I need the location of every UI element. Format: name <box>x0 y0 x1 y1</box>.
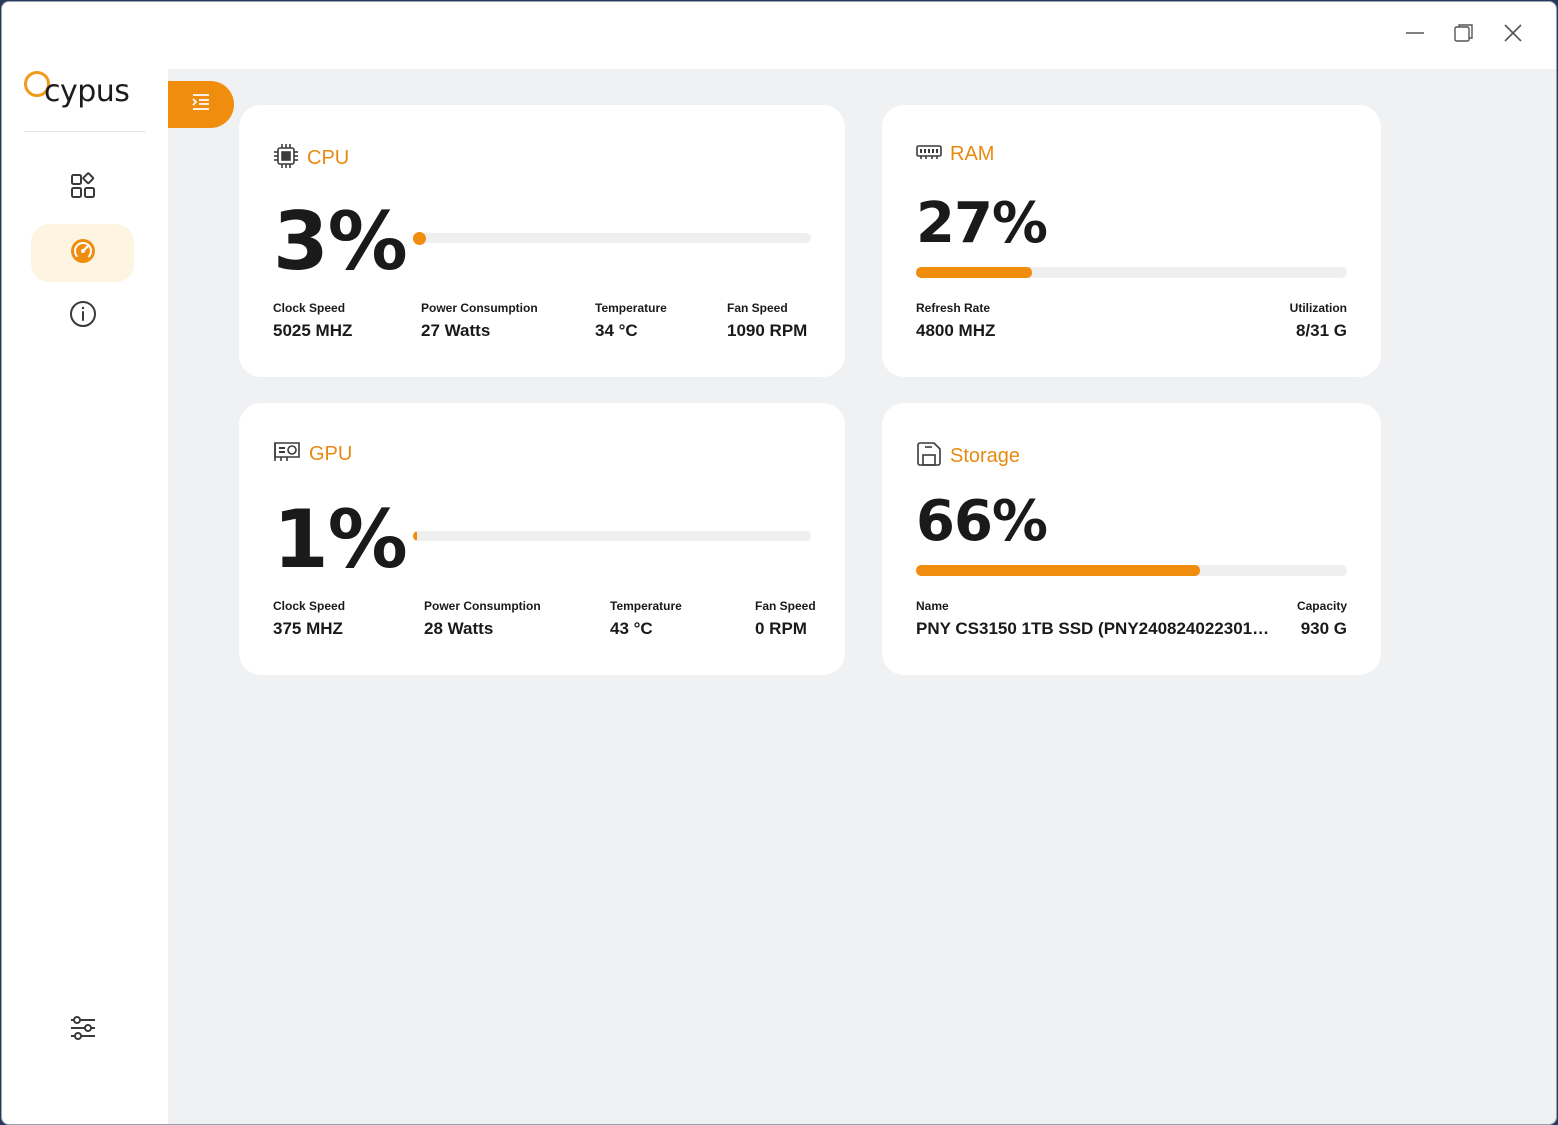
menu-indent-icon <box>191 93 211 116</box>
logo-ring-icon <box>24 71 50 97</box>
stat-label: Temperature <box>610 599 682 613</box>
stat-value: 34 °C <box>595 321 638 340</box>
ram-usage-fill <box>916 267 1033 278</box>
minimize-button[interactable] <box>1400 20 1430 50</box>
storage-stat-capacity: Capacity 930 G <box>1297 599 1347 639</box>
logo-text: cypus <box>44 73 130 109</box>
storage-icon <box>916 441 942 472</box>
stat-value: PNY CS3150 1TB SSD (PNY2408240223010... <box>916 619 1272 638</box>
storage-card-header: Storage <box>916 441 1020 472</box>
ram-usage-bar <box>916 267 1347 278</box>
stat-label: Fan Speed <box>755 599 816 613</box>
restore-button[interactable] <box>1449 20 1479 50</box>
cpu-percent: 3% <box>273 195 408 288</box>
gpu-stat-fan: Fan Speed 0 RPM <box>755 599 816 639</box>
stat-label: Fan Speed <box>727 301 788 315</box>
stat-value: 43 °C <box>610 619 653 638</box>
stat-label: Capacity <box>1296 599 1347 613</box>
sidebar: cypus <box>2 2 168 1124</box>
chip-icon <box>273 143 299 174</box>
stat-label: Clock Speed <box>273 599 346 613</box>
ram-title: RAM <box>950 143 995 165</box>
ram-stat-refresh: Refresh Rate 4800 MHZ <box>916 301 995 341</box>
gpu-usage-fill <box>413 531 417 541</box>
stat-value: 8/31 G <box>1295 321 1347 340</box>
gpu-percent: 1% <box>273 493 408 586</box>
gpu-usage-bar <box>413 531 811 541</box>
cpu-stat-temperature: Temperature 34 °C <box>595 301 667 341</box>
nav-info[interactable] <box>31 287 134 345</box>
app-logo: cypus <box>24 68 130 109</box>
gpu-card-header: GPU <box>273 441 352 468</box>
cpu-stat-power: Power Consumption 27 Watts <box>421 301 538 341</box>
gpu-icon <box>273 441 301 468</box>
stat-label: Refresh Rate <box>916 301 991 315</box>
stat-value: 375 MHZ <box>273 619 343 638</box>
storage-title: Storage <box>950 445 1021 467</box>
gpu-card: GPU 1% Clock Speed 375 MHZ Power Consump… <box>239 403 845 675</box>
stat-label: Temperature <box>595 301 667 315</box>
minimize-icon <box>1404 22 1426 49</box>
cpu-stat-clock: Clock Speed 5025 MHZ <box>273 301 352 341</box>
storage-card: Storage 66% Name PNY CS3150 1TB SSD (PNY… <box>882 403 1381 675</box>
title-bar <box>168 2 1556 69</box>
stat-value: 5025 MHZ <box>273 321 353 340</box>
gpu-stat-temperature: Temperature 43 °C <box>610 599 682 639</box>
cpu-card: CPU 3% Clock Speed 5025 MHZ Power Consum… <box>239 105 845 377</box>
gpu-title: GPU <box>309 443 353 465</box>
stat-value: 4800 MHZ <box>916 321 996 340</box>
storage-usage-bar <box>916 565 1347 576</box>
stat-label: Power Consumption <box>421 301 538 315</box>
nav-performance[interactable] <box>31 224 134 282</box>
speedometer-icon <box>69 237 97 270</box>
stat-label: Power Consumption <box>424 599 541 613</box>
cpu-stat-fan: Fan Speed 1090 RPM <box>727 301 807 341</box>
nav-settings[interactable] <box>31 1001 134 1059</box>
nav-dashboard[interactable] <box>31 159 134 217</box>
ram-card-header: RAM <box>916 143 994 166</box>
stat-value: 27 Watts <box>421 321 491 340</box>
stat-label: Clock Speed <box>273 301 346 315</box>
dashboard-icon <box>69 171 97 205</box>
info-icon <box>69 300 97 333</box>
cpu-title: CPU <box>307 147 350 169</box>
logo-divider <box>24 131 146 132</box>
storage-stat-name: Name PNY CS3150 1TB SSD (PNY240824022301… <box>916 599 1272 639</box>
ram-percent: 27% <box>916 191 1048 256</box>
stat-value: 1090 RPM <box>727 321 808 340</box>
storage-percent: 66% <box>916 489 1048 554</box>
sliders-icon <box>69 1014 97 1047</box>
gpu-stat-clock: Clock Speed 375 MHZ <box>273 599 345 639</box>
memory-icon <box>916 143 942 166</box>
cpu-usage-dot <box>413 232 426 245</box>
stat-label: Utilization <box>1289 301 1347 315</box>
stat-value: 0 RPM <box>755 619 807 638</box>
ram-card: RAM 27% Refresh Rate 4800 MHZ Utilizatio… <box>882 105 1381 377</box>
storage-usage-fill <box>916 565 1201 576</box>
stat-value: 28 Watts <box>424 619 494 638</box>
menu-toggle-button[interactable] <box>168 81 234 128</box>
stat-label: Name <box>916 599 949 613</box>
close-icon <box>1502 22 1524 49</box>
gpu-stat-power: Power Consumption 28 Watts <box>424 599 541 639</box>
cpu-usage-bar <box>413 233 811 243</box>
close-button[interactable] <box>1498 20 1528 50</box>
restore-icon <box>1453 22 1475 49</box>
ram-stat-utilization: Utilization 8/31 G <box>1290 301 1347 341</box>
cpu-card-header: CPU <box>273 143 349 174</box>
stat-value: 930 G <box>1300 619 1347 638</box>
